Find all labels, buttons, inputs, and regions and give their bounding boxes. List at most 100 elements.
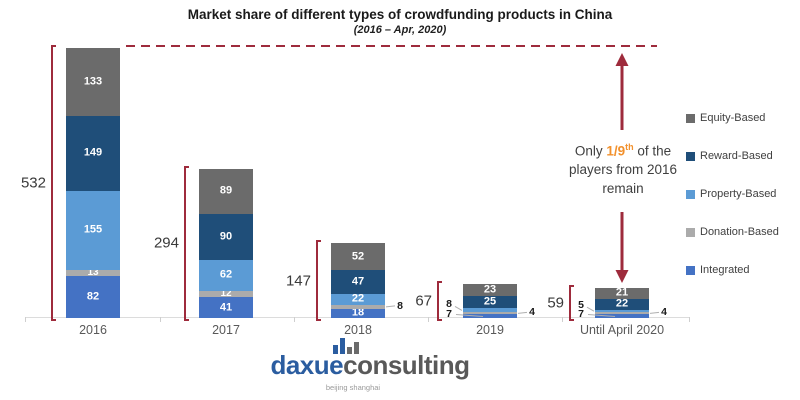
x-axis-category-label: 2017 <box>212 323 240 337</box>
annotation-line-3: remain <box>602 181 644 197</box>
callout-value-label: 5 <box>578 299 584 312</box>
bar-segment-reward-based: 90 <box>199 213 253 260</box>
total-value-label: 294 <box>153 234 179 252</box>
annotation-superscript: th <box>625 142 634 152</box>
callout-value-label: 7 <box>446 308 452 320</box>
annotation-text: Only <box>574 143 607 159</box>
total-bracket <box>184 165 189 321</box>
segment-value-label: 22 <box>351 292 365 305</box>
total-bracket <box>437 280 442 321</box>
bar-segment-reward-based: 149 <box>66 115 120 192</box>
chart-title: Market share of different types of crowd… <box>187 7 613 22</box>
logo-name-daxue: daxue <box>270 350 344 380</box>
bar-segment-integrated: 82 <box>66 276 120 318</box>
legend-swatch <box>686 151 695 161</box>
bar-segment-reward-based: 22 <box>595 297 649 310</box>
segment-value-label: 155 <box>83 223 103 236</box>
segment-value-label: 23 <box>483 283 497 296</box>
legend-label: Property-Based <box>700 188 777 200</box>
x-axis-category-label: 2019 <box>476 323 504 337</box>
x-axis-category-label: Until April 2020 <box>579 323 665 337</box>
bar-segment-integrated <box>595 314 649 318</box>
bar-segment-equity-based: 89 <box>199 168 253 214</box>
bar-segment-integrated: 41 <box>199 297 253 318</box>
x-axis-category-label: 2018 <box>344 323 372 337</box>
chart-subtitle: (2016 – Apr, 2020) <box>353 24 447 36</box>
annotation-note: Only 1/9th of the players from 2016 rema… <box>545 141 701 199</box>
bar-segment-equity-based: 23 <box>463 284 517 296</box>
legend-item-integrated: Integrated <box>686 264 779 276</box>
x-axis-tick <box>427 317 429 322</box>
bar-segment-donation-based <box>595 312 649 315</box>
legend-item-property-based: Property-Based <box>686 188 779 200</box>
bar-segment-property-based: 155 <box>66 191 120 270</box>
segment-value-label: 25 <box>483 295 497 308</box>
annotation-line-1: Only 1/9th of the <box>545 141 701 161</box>
x-axis-category-label: 2016 <box>79 323 107 337</box>
annotation-line-2: players from 2016 <box>568 162 678 178</box>
annotation-text: of the <box>633 143 672 159</box>
x-axis-tick <box>25 317 26 322</box>
segment-value-label: 82 <box>86 290 100 303</box>
callout-value-label: 4 <box>529 306 535 319</box>
bar-segment-integrated <box>463 314 517 318</box>
segment-value-label: 22 <box>615 297 629 310</box>
segment-value-label: 89 <box>219 184 233 197</box>
legend: Equity-Based Reward-Based Property-Based Do… <box>686 112 779 276</box>
total-value-label: 67 <box>415 292 432 310</box>
callout-value-label: 7 <box>578 308 584 320</box>
legend-item-reward-based: Reward-Based <box>686 150 779 162</box>
total-bracket <box>569 285 574 321</box>
segment-value-label: 18 <box>351 306 365 319</box>
legend-item-equity-based: Equity-Based <box>686 112 779 124</box>
legend-label: Equity-Based <box>700 112 766 124</box>
x-axis-tick <box>293 317 295 322</box>
segment-value-label: 90 <box>219 230 233 243</box>
legend-swatch <box>686 113 695 123</box>
segment-value-label: 13 <box>87 267 99 279</box>
logo-tagline: beijing shanghai <box>325 383 381 392</box>
segment-value-label: 62 <box>219 268 233 281</box>
legend-swatch <box>686 189 695 199</box>
logo-wordmark: daxueconsulting <box>263 350 477 381</box>
legend-item-donation-based: Donation-Based <box>686 226 779 238</box>
total-value-label: 59 <box>547 294 564 312</box>
x-axis-tick <box>561 317 563 322</box>
bar-segment-reward-based: 25 <box>463 295 517 309</box>
bar-segment-property-based: 22 <box>331 292 385 305</box>
logo-name-consulting: consulting <box>343 350 470 380</box>
bar-segment-donation-based: 12 <box>199 288 253 300</box>
total-value-label: 147 <box>285 272 311 290</box>
segment-value-label: 52 <box>351 250 365 263</box>
bar-segment-donation-based: 13 <box>66 267 120 279</box>
bar-segment-equity-based: 52 <box>331 243 385 270</box>
segment-value-label: 21 <box>615 286 629 299</box>
callout-value-label: 8 <box>397 299 403 312</box>
bar-segment-donation-based <box>463 312 517 315</box>
bar-segment-donation-based <box>331 304 385 309</box>
legend-label: Reward-Based <box>700 150 773 162</box>
total-bracket <box>316 240 321 321</box>
segment-value-label: 41 <box>219 301 233 314</box>
annotation-highlight: 1/9 <box>606 143 626 159</box>
segment-value-label: 12 <box>220 288 232 300</box>
bar-segment-integrated: 18 <box>331 306 385 319</box>
bar-segment-reward-based: 47 <box>331 269 385 294</box>
logo-bar-chart-icon <box>333 337 359 354</box>
bar-segment-equity-based: 21 <box>595 286 649 299</box>
segment-value-label: 133 <box>83 75 103 88</box>
callout-value-label: 4 <box>661 306 667 319</box>
segment-value-label: 149 <box>83 146 103 159</box>
bar-segment-equity-based: 133 <box>66 48 120 116</box>
legend-label: Integrated <box>700 264 750 276</box>
segment-value-label: 47 <box>351 275 365 288</box>
legend-label: Donation-Based <box>700 226 779 238</box>
legend-swatch <box>686 227 695 237</box>
x-axis-tick <box>689 317 690 322</box>
x-axis-tick <box>159 317 161 322</box>
callout-value-label: 8 <box>446 298 452 311</box>
bar-segment-property-based: 62 <box>199 259 253 292</box>
bar-segment-property-based <box>463 308 517 313</box>
